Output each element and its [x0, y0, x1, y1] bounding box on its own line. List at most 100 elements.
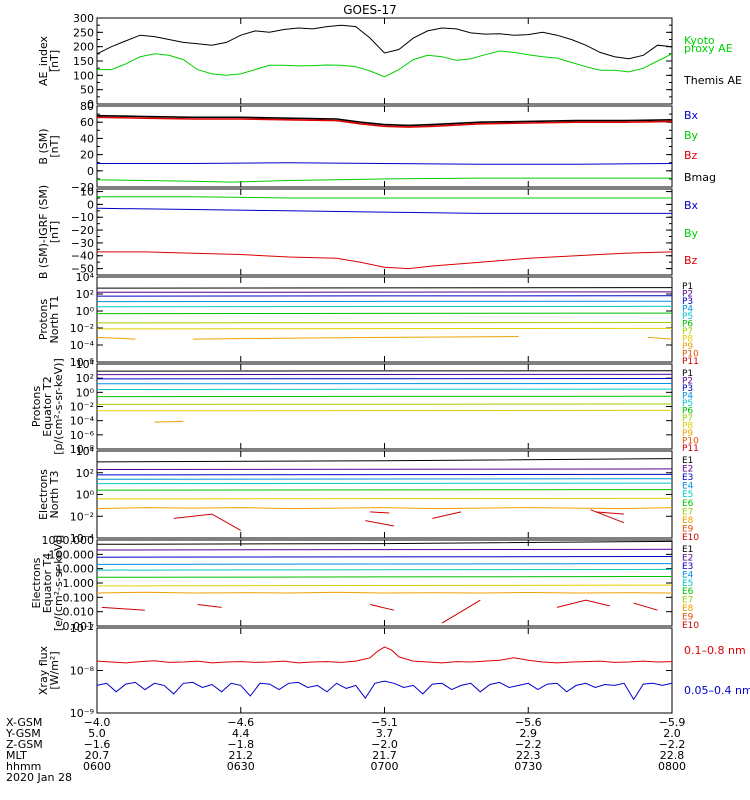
legend-label: P6: [682, 320, 693, 330]
panel-xray: 10⁻⁹ 10⁻⁸ 10⁻⁷ Xray flux[W/m²] 0.1–0.8 nm 0.0…: [37, 622, 750, 720]
y-axis-label: Electrons: [30, 557, 43, 608]
series-line-bz: [97, 251, 673, 270]
panel-protons_t2: 10⁻⁸10⁻⁶10⁻⁴10⁻²10⁰10²10⁴ProtonsEquator …: [30, 358, 699, 456]
y-axis-label: North T3: [48, 471, 61, 519]
legend-label: E5: [682, 490, 693, 500]
legend-label: Bz: [684, 254, 698, 267]
series-line-by: [97, 196, 672, 199]
y-tick-label: 0.010: [63, 606, 95, 619]
legend-label: proxy AE: [684, 42, 733, 55]
series-line-e10-e: [556, 599, 610, 608]
panel-frame: [96, 450, 673, 539]
legend-label: Bx: [684, 109, 699, 122]
series-line-bx: [96, 207, 672, 214]
series-line-e7: [96, 497, 673, 500]
series-line-e10-f: [590, 509, 625, 524]
axis-row-label: Z-GSM: [6, 738, 43, 751]
legend-label: P7: [682, 327, 693, 337]
legend-label: P2: [682, 290, 693, 300]
legend-label: P1: [682, 369, 693, 379]
y-tick-label: 10⁴: [76, 358, 95, 371]
y-tick-label: 10⁻⁴: [70, 415, 95, 428]
series-line-e10-b: [197, 604, 222, 608]
legend-label: E3: [682, 473, 693, 483]
legend-label: E7: [682, 507, 693, 517]
legend-label: P4: [682, 392, 693, 402]
axis-row-value: 22.3: [516, 749, 541, 762]
y-axis-label: Equator T4: [41, 553, 54, 613]
legend-label: By: [684, 227, 699, 240]
series-line-p6: [96, 312, 673, 315]
series-line-bmag: [96, 114, 673, 127]
legend-label: P3: [682, 297, 693, 307]
y-axis-label: AE_index: [37, 35, 50, 86]
y-tick-label: −20: [71, 181, 94, 194]
series-line-e10-d: [441, 599, 481, 624]
y-tick-label: 100: [73, 69, 94, 82]
legend-label: E4: [682, 570, 694, 580]
series-line-p9: [154, 420, 184, 423]
y-tick-label: −30: [71, 237, 94, 250]
y-tick-label: 10⁻⁴: [70, 532, 95, 545]
axis-row-value: 4.4: [232, 727, 250, 740]
y-tick-label: 50: [80, 84, 94, 97]
series-line-p1: [96, 287, 673, 289]
y-tick-label: −50: [71, 263, 94, 276]
series-line-e4: [96, 478, 673, 480]
series-line-e10-d: [432, 511, 462, 519]
legend-label: P8: [682, 335, 693, 345]
legend-label: E6: [682, 499, 694, 509]
panel-frame: [96, 276, 673, 363]
axis-row-value: −2.2: [659, 738, 686, 751]
axis-row-value: 2.0: [663, 727, 681, 740]
legend-label: P5: [682, 312, 693, 322]
axis-row-label: X-GSM: [6, 716, 42, 729]
series-line-e7: [96, 584, 673, 587]
legend-label: P10: [682, 437, 699, 447]
panel-frame: [96, 363, 673, 450]
y-tick-label: 10²: [76, 288, 94, 301]
legend-label: E8: [682, 604, 694, 614]
y-tick-label: 10.000: [56, 563, 95, 576]
series-line-e10-c: [365, 520, 395, 527]
series-line-e10-b: [370, 511, 390, 514]
legend-label: Kyoto: [684, 34, 715, 47]
series-line-e1: [96, 458, 673, 463]
y-axis-label: Protons: [37, 299, 50, 340]
axis-row-label: MLT: [6, 749, 27, 762]
series-line-e5: [96, 568, 673, 571]
y-tick-label: 0: [87, 165, 94, 178]
legend-label: 0.1–0.8 nm: [684, 644, 746, 657]
legend-label: P8: [682, 422, 693, 432]
series-line-by: [96, 177, 672, 183]
axis-row-value: −1.6: [84, 738, 111, 751]
series-line-p9-segment-c: [647, 336, 673, 340]
axis-row-value: −2.2: [515, 738, 542, 751]
y-tick-label: 10⁻⁶: [70, 429, 95, 442]
panel-frame: [96, 627, 673, 714]
legend-label: E2: [682, 553, 693, 563]
y-tick-label: 10⁰: [76, 489, 95, 502]
series-line-e2: [96, 468, 673, 470]
series-line-p9-segment-a: [96, 336, 136, 340]
axis-row-label: Y-GSM: [5, 727, 41, 740]
y-tick-label: 200: [73, 41, 94, 54]
y-tick-label: 10⁻²: [70, 322, 94, 335]
y-tick-label: 20: [80, 149, 94, 162]
legend-label: E9: [682, 524, 694, 534]
y-tick-label: 10⁻⁴: [70, 339, 95, 352]
y-axis-label: Xray flux: [37, 645, 50, 695]
series-line-e10-a: [173, 513, 242, 531]
series-line-e5: [96, 482, 673, 485]
y-axis-label: [nT]: [48, 221, 61, 243]
panel-frame: [96, 539, 673, 627]
legend-label: E1: [682, 545, 693, 555]
plot-title: GOES-17: [343, 3, 397, 17]
axis-row-value: 5.0: [88, 727, 106, 740]
y-tick-label: 60: [80, 116, 94, 129]
legend-label: Bz: [684, 149, 698, 162]
